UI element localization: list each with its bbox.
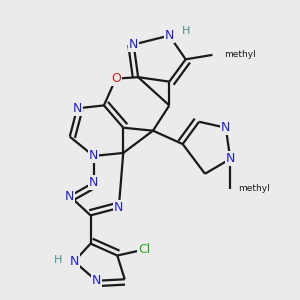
Text: Cl: Cl [138,243,150,256]
Text: N: N [65,190,74,202]
Text: N: N [226,152,235,165]
Text: N: N [221,121,230,134]
Text: N: N [165,29,174,42]
Text: N: N [70,255,79,268]
Text: O: O [111,72,121,85]
Text: N: N [73,102,82,115]
Text: H: H [54,255,62,265]
Text: N: N [92,274,101,287]
Text: N: N [129,38,138,51]
Text: N: N [114,202,124,214]
Text: methyl: methyl [224,50,256,59]
Text: N: N [89,176,98,189]
Text: H: H [182,26,190,36]
Text: N: N [89,149,98,162]
Text: methyl: methyl [238,184,269,193]
